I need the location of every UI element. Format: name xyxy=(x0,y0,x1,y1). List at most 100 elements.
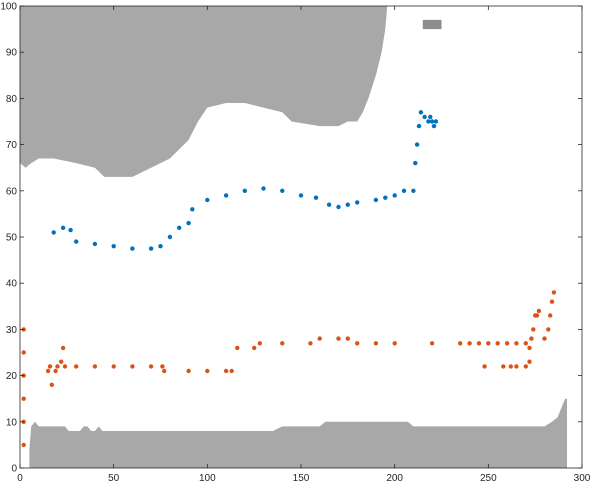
series-1-point-29 xyxy=(411,188,416,193)
y-tick-label-80: 80 xyxy=(6,94,18,105)
x-tick-label-100: 100 xyxy=(199,473,216,484)
series-2-point-33 xyxy=(345,336,350,341)
series-1-point-37 xyxy=(429,119,435,124)
series-2-point-46 xyxy=(527,345,532,351)
series-2-point-28 xyxy=(257,341,262,346)
series-2-point-10 xyxy=(53,368,58,374)
series-2-point-58 xyxy=(501,364,506,369)
series-1-point-25 xyxy=(373,197,379,203)
series-2-point-53 xyxy=(546,327,551,332)
series-2-point-57 xyxy=(482,364,487,369)
series-1-point-24 xyxy=(355,200,360,205)
y-axis: 0 10 20 30 40 50 60 70 80 90 100 xyxy=(0,2,582,475)
x-tick-label-0: 0 xyxy=(17,473,23,484)
series-2-point-23 xyxy=(205,368,210,374)
x-tick-label-300: 300 xyxy=(574,473,591,484)
series-1 xyxy=(51,110,439,251)
small-obstacle-region xyxy=(422,19,442,30)
series-1-point-4 xyxy=(74,239,79,244)
series-1-point-2 xyxy=(60,225,66,230)
series-2-point-19 xyxy=(148,364,154,369)
series-2-point-59 xyxy=(508,364,513,369)
series-2-point-55 xyxy=(549,299,555,304)
x-tick-label-250: 250 xyxy=(480,473,497,484)
series-1-point-36 xyxy=(428,114,433,120)
series-2-point-27 xyxy=(252,345,257,351)
series-2-point-26 xyxy=(235,345,240,351)
y-tick-label-30: 30 xyxy=(6,325,18,336)
y-tick-label-40: 40 xyxy=(6,279,18,290)
y-tick-label-10: 10 xyxy=(6,417,18,428)
series-1-point-21 xyxy=(326,202,332,207)
series-2-point-37 xyxy=(429,341,435,346)
y-tick-label-100: 100 xyxy=(0,2,17,13)
series-1-point-23 xyxy=(345,202,350,207)
obstacle-regions xyxy=(20,6,567,468)
top-obstacle-region xyxy=(20,6,388,177)
series-2-point-61 xyxy=(523,364,528,369)
series-2-point-52 xyxy=(542,336,547,341)
series-1-point-19 xyxy=(298,193,304,198)
series-1-point-9 xyxy=(158,244,163,249)
series-2-point-43 xyxy=(504,341,510,346)
series-2-point-34 xyxy=(355,341,360,346)
series-2 xyxy=(21,290,557,448)
series-1-point-26 xyxy=(383,195,388,200)
series-1-point-11 xyxy=(177,225,182,230)
series-2-point-11 xyxy=(55,364,60,369)
series-2-point-1 xyxy=(21,442,26,448)
y-tick-label-0: 0 xyxy=(11,464,17,475)
series-2-point-9 xyxy=(49,382,54,387)
series-2-point-24 xyxy=(223,368,229,374)
y-tick-label-60: 60 xyxy=(6,186,18,197)
series-2-point-50 xyxy=(534,313,540,318)
series-2-point-14 xyxy=(62,364,68,369)
series-1-point-35 xyxy=(426,119,431,124)
series-2-point-16 xyxy=(92,364,98,369)
series-2-point-12 xyxy=(59,359,64,364)
series-1-point-31 xyxy=(414,142,420,147)
series-2-point-18 xyxy=(130,364,135,369)
series-1-point-14 xyxy=(205,197,210,203)
series-2-point-62 xyxy=(527,359,532,364)
series-1-point-6 xyxy=(111,244,116,249)
series-2-point-21 xyxy=(162,368,167,374)
series-2-point-44 xyxy=(514,341,519,346)
series-1-point-8 xyxy=(148,246,154,251)
series-1-point-34 xyxy=(422,114,427,120)
data-series xyxy=(21,110,557,448)
x-tick-label-50: 50 xyxy=(108,473,120,484)
series-2-point-48 xyxy=(531,327,536,332)
series-1-point-13 xyxy=(190,207,195,212)
series-2-point-30 xyxy=(308,341,313,346)
series-2-point-3 xyxy=(21,396,26,401)
series-1-point-17 xyxy=(261,186,266,191)
series-1-point-18 xyxy=(280,188,285,193)
series-2-point-25 xyxy=(229,368,234,374)
series-2-point-45 xyxy=(523,341,528,346)
series-1-point-15 xyxy=(223,193,229,198)
y-tick-label-90: 90 xyxy=(6,48,18,59)
series-2-point-15 xyxy=(74,364,79,369)
series-1-point-7 xyxy=(130,246,135,251)
series-2-point-13 xyxy=(60,345,66,351)
series-2-point-51 xyxy=(536,308,542,314)
series-2-point-29 xyxy=(280,341,285,346)
y-tick-label-50: 50 xyxy=(6,233,18,244)
series-2-point-41 xyxy=(486,341,491,346)
series-1-point-39 xyxy=(433,119,439,124)
series-2-point-32 xyxy=(336,336,341,341)
series-2-point-56 xyxy=(551,290,557,295)
series-1-point-27 xyxy=(392,193,397,198)
series-1-point-38 xyxy=(431,123,437,129)
y-tick-label-70: 70 xyxy=(6,140,18,151)
series-1-point-16 xyxy=(242,188,247,193)
x-axis: 0 50 100 150 200 250 300 xyxy=(17,6,591,484)
series-1-point-3 xyxy=(68,227,73,233)
series-1-point-32 xyxy=(416,123,422,129)
series-2-point-17 xyxy=(111,364,116,369)
y-tick-label-20: 20 xyxy=(6,371,18,382)
series-1-point-20 xyxy=(313,195,319,200)
series-1-point-10 xyxy=(167,234,173,240)
